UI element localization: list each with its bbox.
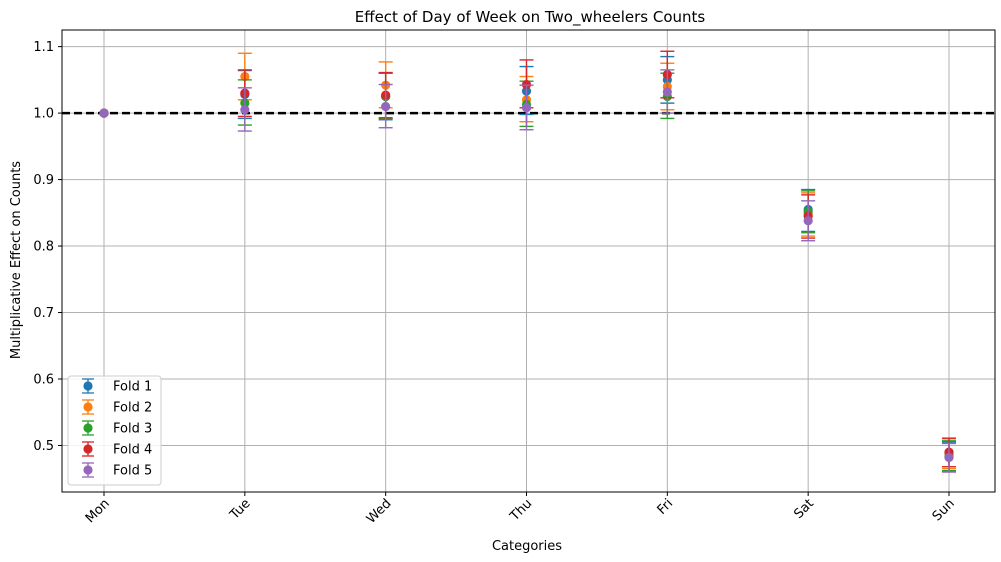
data-point bbox=[99, 108, 109, 118]
legend-marker bbox=[83, 381, 93, 391]
data-point bbox=[662, 87, 672, 97]
legend-label: Fold 5 bbox=[113, 464, 152, 479]
y-axis-label: Multiplicative Effect on Counts bbox=[9, 161, 24, 359]
legend-label: Fold 1 bbox=[113, 380, 152, 395]
legend-box bbox=[67, 375, 162, 486]
y-tick-label: 1.1 bbox=[33, 40, 54, 55]
data-point bbox=[944, 452, 954, 463]
x-tick-label: Tue bbox=[227, 496, 254, 523]
x-tick-label: Thu bbox=[507, 496, 536, 525]
x-tick-label: Sat bbox=[791, 496, 817, 522]
x-tick-label: Sun bbox=[930, 496, 958, 524]
legend-marker bbox=[83, 444, 93, 454]
legend-label: Fold 2 bbox=[113, 401, 152, 416]
series-3 bbox=[99, 72, 956, 472]
chart-title: Effect of Day of Week on Two_wheelers Co… bbox=[355, 8, 706, 27]
x-tick-label: Wed bbox=[364, 496, 395, 527]
series-2 bbox=[99, 52, 956, 470]
y-tick-label: 0.6 bbox=[33, 372, 54, 387]
series-group bbox=[99, 50, 956, 473]
legend-label: Fold 3 bbox=[113, 422, 152, 437]
y-tick-label: 0.5 bbox=[33, 439, 54, 454]
legend-marker bbox=[83, 465, 93, 475]
y-tick-label: 0.9 bbox=[33, 173, 54, 188]
legend-marker bbox=[83, 423, 93, 433]
legend: Fold 1 Fold 2 Fold 3 Fold 4 Fold 5 bbox=[67, 375, 162, 486]
y-tick-label: 0.7 bbox=[33, 306, 54, 321]
legend-marker bbox=[83, 402, 93, 412]
series-1 bbox=[99, 55, 956, 472]
data-point bbox=[381, 101, 391, 112]
y-axis-ticks: 0.5 0.6 0.7 0.8 0.9 1.0 1.1 bbox=[33, 40, 62, 454]
data-point bbox=[803, 216, 813, 226]
x-tick-label: Fri bbox=[655, 496, 677, 518]
x-axis-ticks: Mon Tue Wed Thu Fri Sat Sun bbox=[83, 492, 958, 527]
x-axis-label: Categories bbox=[492, 539, 562, 554]
legend-label: Fold 4 bbox=[113, 443, 152, 458]
plot-frame bbox=[61, 29, 996, 493]
data-point bbox=[240, 105, 250, 115]
y-tick-label: 1.0 bbox=[33, 107, 54, 122]
y-tick-label: 0.8 bbox=[33, 240, 54, 255]
data-point bbox=[521, 103, 532, 113]
x-tick-label: Mon bbox=[83, 496, 113, 526]
series-5 bbox=[99, 69, 956, 473]
